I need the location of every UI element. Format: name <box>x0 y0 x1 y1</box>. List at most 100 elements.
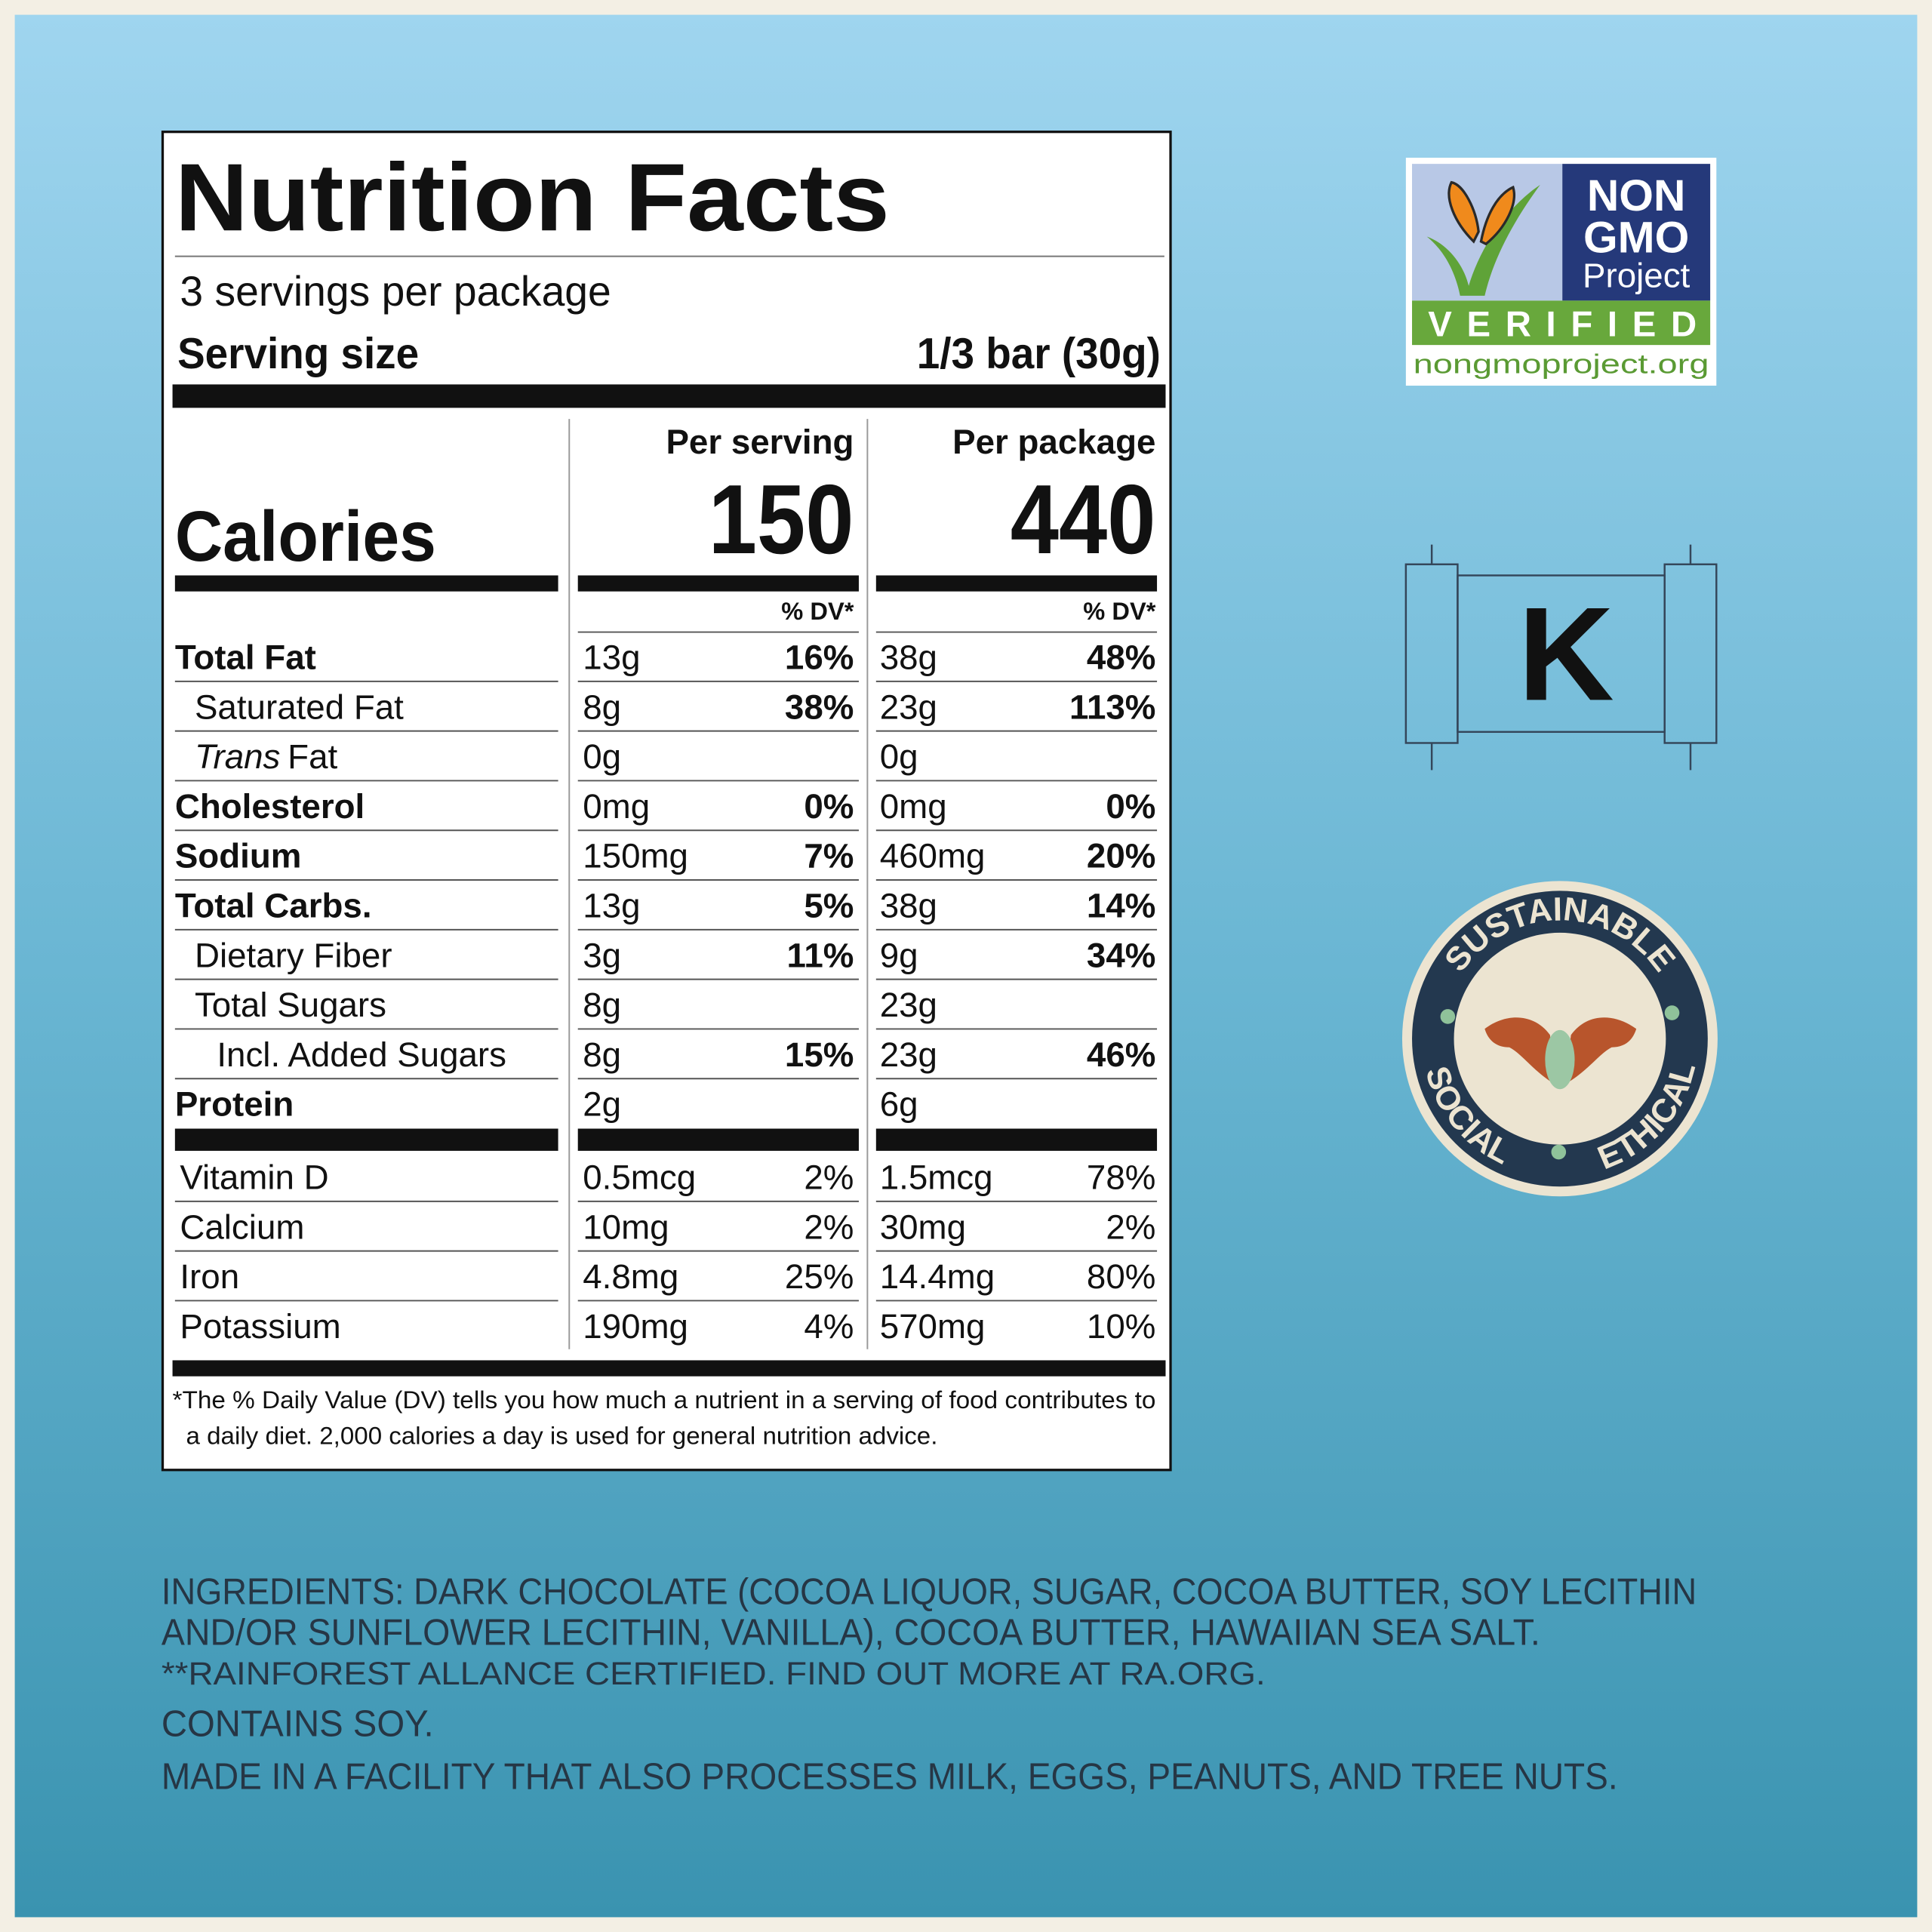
daily-value: 14% <box>1087 887 1155 925</box>
sustainable-badge <box>1401 881 1718 1197</box>
amount: 23g <box>880 1035 937 1074</box>
daily-value: 46% <box>1087 1035 1155 1074</box>
nutrient-name: Incl. Added Sugars <box>217 1035 506 1074</box>
amount: 30mg <box>880 1208 966 1246</box>
amount: 570mg <box>880 1307 986 1346</box>
nutrient-name: Cholesterol <box>175 787 365 826</box>
non-gmo-badge <box>1405 157 1717 386</box>
daily-value: 11% <box>786 936 854 974</box>
calories-value: 150 <box>709 464 854 574</box>
amount: 14.4mg <box>880 1257 995 1296</box>
nutrient-name: Saturated Fat <box>195 688 404 726</box>
nutrient-name: Calcium <box>180 1208 304 1246</box>
serving-size-label: Serving size <box>177 330 419 378</box>
title: Nutrition Facts <box>175 143 890 251</box>
amount: 13g <box>583 638 640 677</box>
amount: 13g <box>583 887 640 925</box>
amount: 150mg <box>583 837 688 875</box>
amount: 8g <box>583 1035 621 1074</box>
daily-value: 10% <box>1087 1307 1155 1346</box>
column-header: Per package <box>952 423 1155 461</box>
thick-rule <box>875 1128 1158 1151</box>
nutrient-name: Total Fat <box>175 638 316 677</box>
ingredients-line: MADE IN A FACILITY THAT ALSO PROCESSES M… <box>162 1757 1618 1798</box>
nutrient-name: Iron <box>180 1257 239 1296</box>
amount: 4.8mg <box>583 1257 678 1296</box>
amount: 0.5mcg <box>583 1158 696 1197</box>
amount: 0g <box>880 737 918 776</box>
daily-value: 5% <box>804 887 854 925</box>
daily-value: 2% <box>804 1208 854 1246</box>
nutrient-name: Dietary Fiber <box>195 936 392 974</box>
amount: 10mg <box>583 1208 669 1246</box>
footnote: a daily diet. 2,000 calories a day is us… <box>186 1421 938 1449</box>
thick-rule <box>174 1128 558 1151</box>
thick-rule <box>577 1128 859 1151</box>
nutrient-name-italic: Trans <box>195 737 280 776</box>
calories-value: 440 <box>1011 464 1156 574</box>
amount: 190mg <box>583 1307 688 1346</box>
amount: 3g <box>583 936 621 974</box>
daily-value: 2% <box>1106 1208 1155 1246</box>
dv-header: % DV* <box>1083 597 1155 625</box>
nutrition-label <box>161 131 1172 1472</box>
serving-size-value: 1/3 bar (30g) <box>917 330 1161 378</box>
dv-header: % DV* <box>781 597 854 625</box>
daily-value: 7% <box>804 837 854 875</box>
amount: 0g <box>583 737 621 776</box>
daily-value: 25% <box>785 1257 854 1296</box>
ingredients-line: INGREDIENTS: DARK CHOCOLATE (COCOA LIQUO… <box>162 1572 1697 1613</box>
daily-value: 2% <box>804 1158 854 1197</box>
amount: 2g <box>583 1085 621 1124</box>
amount: 6g <box>880 1085 918 1124</box>
amount: 0mg <box>880 787 947 826</box>
daily-value: 38% <box>785 688 854 726</box>
calories-label: Calories <box>175 497 436 577</box>
daily-value: 78% <box>1087 1158 1155 1197</box>
daily-value: 16% <box>785 638 854 677</box>
amount: 23g <box>880 986 937 1024</box>
amount: 8g <box>583 986 621 1024</box>
badge-text: GMO <box>1583 214 1689 263</box>
badge-url: nongmoproject.org <box>1414 349 1709 380</box>
nutrient-name: Total Sugars <box>195 986 386 1024</box>
kosher-badge <box>1404 544 1718 771</box>
amount: 38g <box>880 638 937 677</box>
nutrient-name-rest: Fat <box>288 737 337 776</box>
thick-rule <box>172 384 1166 408</box>
badge-text: NON <box>1587 171 1686 220</box>
kosher-mark: K <box>1518 580 1614 728</box>
thick-rule <box>875 575 1158 592</box>
daily-value: 0% <box>1106 787 1155 826</box>
amount: 0mg <box>583 787 650 826</box>
nutrient-name: Protein <box>175 1085 294 1124</box>
amount: 1.5mcg <box>880 1158 993 1197</box>
column-header: Per serving <box>666 423 854 461</box>
thick-rule <box>174 575 558 592</box>
daily-value: 80% <box>1087 1257 1155 1296</box>
nutrient-name: Trans Fat <box>195 737 338 776</box>
nutrient-name: Total Carbs. <box>175 887 372 925</box>
daily-value: 20% <box>1087 837 1155 875</box>
daily-value: 4% <box>804 1307 854 1346</box>
ingredients-line: AND/OR SUNFLOWER LECITHIN, VANILLA), COC… <box>162 1613 1540 1654</box>
amount: 8g <box>583 688 621 726</box>
daily-value: 48% <box>1087 638 1155 677</box>
daily-value: 34% <box>1087 936 1155 974</box>
amount: 460mg <box>880 837 986 875</box>
amount: 9g <box>880 936 918 974</box>
thick-rule <box>577 575 859 592</box>
amount: 38g <box>880 887 937 925</box>
ingredients-line: CONTAINS SOY. <box>162 1703 434 1744</box>
nutrient-name: Vitamin D <box>180 1158 328 1197</box>
servings: 3 servings per package <box>180 268 611 315</box>
daily-value: 15% <box>785 1035 854 1074</box>
amount: 23g <box>880 688 937 726</box>
badge-text: Project <box>1583 256 1690 294</box>
ingredients-line: **RAINFOREST ALLANCE CERTIFIED. FIND OUT… <box>162 1656 1266 1691</box>
daily-value: 0% <box>804 787 854 826</box>
nutrient-name: Sodium <box>175 837 302 875</box>
daily-value: 113% <box>1069 688 1155 726</box>
nutrient-name: Potassium <box>180 1307 340 1346</box>
